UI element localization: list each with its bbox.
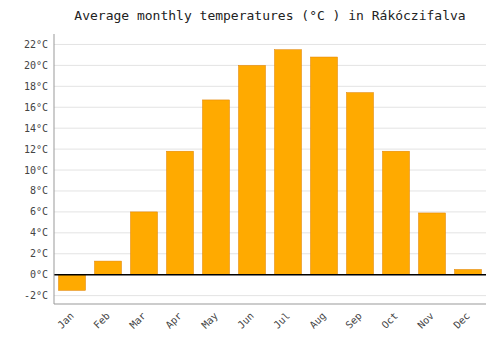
bar (275, 50, 302, 275)
grid-line (54, 170, 486, 171)
y-tick-label: 6°C (30, 206, 48, 217)
y-tick-label: 20°C (24, 60, 48, 71)
y-tick-label: 22°C (24, 39, 48, 50)
grid (54, 44, 486, 295)
x-tick-label: Jun (235, 310, 256, 331)
bar (455, 269, 482, 274)
bar (383, 151, 410, 274)
x-tick-label: Oct (379, 310, 400, 331)
x-tick-label: Sep (343, 310, 364, 331)
grid-line (54, 107, 486, 108)
chart-container: Average monthly temperatures (°C ) in Rá… (0, 0, 500, 350)
bar (419, 213, 446, 275)
x-tick-label: Dec (451, 310, 472, 331)
y-tick-label: 4°C (30, 227, 48, 238)
y-tick-label: 10°C (24, 165, 48, 176)
y-tick-label: 16°C (24, 102, 48, 113)
grid-line (54, 65, 486, 66)
chart-svg: Average monthly temperatures (°C ) in Rá… (0, 0, 500, 350)
x-tick-label: Feb (91, 310, 112, 331)
grid-line (54, 190, 486, 191)
y-tick-label: 12°C (24, 144, 48, 155)
y-tick-label: 8°C (30, 185, 48, 196)
y-tick-label: -2°C (24, 290, 48, 301)
bar (311, 57, 338, 275)
y-axis-line (54, 34, 55, 304)
bar (239, 65, 266, 274)
x-tick-label: Mar (127, 310, 148, 331)
zero-line (54, 274, 486, 276)
y-tick-label: 18°C (24, 81, 48, 92)
y-tick-label: 14°C (24, 123, 48, 134)
bar (95, 261, 122, 275)
bars (54, 50, 486, 291)
grid-line (54, 44, 486, 45)
grid-line (54, 149, 486, 150)
bar (167, 151, 194, 274)
x-tick-label: May (199, 310, 220, 331)
grid-line (54, 86, 486, 87)
title: Average monthly temperatures (°C ) in Rá… (74, 8, 465, 23)
x-tick-label: Apr (163, 310, 184, 331)
x-tick-label: Aug (307, 310, 328, 331)
grid-line (54, 128, 486, 129)
x-axis-line (54, 304, 486, 305)
grid-line (54, 211, 486, 212)
bar (203, 100, 230, 275)
y-tick-label: 2°C (30, 248, 48, 259)
bar (59, 275, 86, 291)
x-tick-label: Nov (415, 310, 436, 331)
x-tick-label: Jan (55, 310, 76, 331)
y-tick-label: 0°C (30, 269, 48, 280)
bar (347, 93, 374, 275)
grid-line (54, 274, 486, 275)
x-tick-label: Jul (271, 310, 292, 331)
grid-line (54, 295, 486, 296)
bar (131, 212, 158, 275)
